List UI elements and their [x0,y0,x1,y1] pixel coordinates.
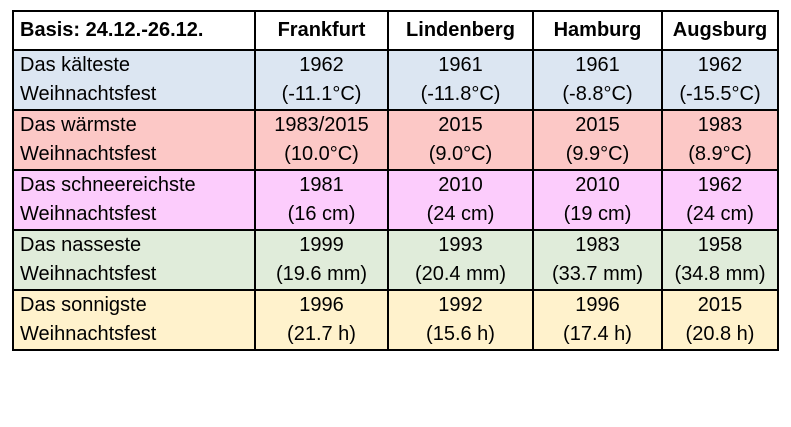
cell-frankfurt: 1981 (16 cm) [254,169,389,231]
row-sunniest: Das sonnigste Weihnachtsfest 1996 (21.7 … [12,289,779,351]
cell-value: (33.7 mm) [551,263,644,285]
row-label-line-1: Das sonnigste [20,294,147,316]
cell-year: 1962 [299,54,344,76]
cell-lindenberg: 1961 (-11.8°C) [387,49,534,111]
cell-augsburg: 1962 (24 cm) [661,169,779,231]
cell-hamburg: 1961 (-8.8°C) [532,49,663,111]
cell-value: (-11.8°C) [420,83,501,105]
cell-year: 1996 [575,294,620,316]
cell-value: (20.8 h) [685,323,755,345]
cell-hamburg: 1983 (33.7 mm) [532,229,663,291]
cell-augsburg: 1958 (34.8 mm) [661,229,779,291]
row-label-line-1: Das schneereichste [20,174,196,196]
cell-hamburg: 2015 (9.9°C) [532,109,663,171]
cell-year: 1981 [299,174,344,196]
cell-frankfurt: 1983/2015 (10.0°C) [254,109,389,171]
cell-lindenberg: 2015 (9.0°C) [387,109,534,171]
cell-value: (19.6 mm) [275,263,368,285]
cell-frankfurt: 1996 (21.7 h) [254,289,389,351]
cell-frankfurt: 1962 (-11.1°C) [254,49,389,111]
row-label-line-2: Weihnachtsfest [20,143,157,165]
cell-value: (-8.8°C) [562,83,633,105]
row-label: Das schneereichste Weihnachtsfest [12,169,256,231]
row-label-line-2: Weihnachtsfest [20,263,157,285]
cell-value: (10.0°C) [284,143,359,165]
cell-year: 1961 [575,54,620,76]
cell-value: (20.4 mm) [414,263,507,285]
row-label-line-2: Weihnachtsfest [20,323,157,345]
cell-lindenberg: 1992 (15.6 h) [387,289,534,351]
period-header: Basis: 24.12.-26.12. [12,10,256,51]
cell-year: 2015 [438,114,483,136]
cell-year: 1962 [697,54,743,76]
cell-value: (16 cm) [287,203,356,225]
cell-value: (21.7 h) [287,323,356,345]
cell-value: (15.6 h) [426,323,495,345]
row-label: Das kälteste Weihnachtsfest [12,49,256,111]
christmas-records-table: Basis: 24.12.-26.12. Frankfurt Lindenber… [12,10,779,351]
cell-value: (24 cm) [426,203,495,225]
cell-value: (24 cm) [686,203,754,225]
cell-frankfurt: 1999 (19.6 mm) [254,229,389,291]
row-label-line-2: Weihnachtsfest [20,83,157,105]
cell-lindenberg: 1993 (20.4 mm) [387,229,534,291]
cell-year: 2015 [697,294,743,316]
row-wettest: Das nasseste Weihnachtsfest 1999 (19.6 m… [12,229,779,291]
header-row: Basis: 24.12.-26.12. Frankfurt Lindenber… [12,10,779,51]
cell-year: 1961 [438,54,483,76]
row-snowiest: Das schneereichste Weihnachtsfest 1981 (… [12,169,779,231]
cell-value: (19 cm) [563,203,632,225]
cell-augsburg: 1962 (-15.5°C) [661,49,779,111]
column-header-augsburg: Augsburg [661,10,779,51]
cell-year: 1992 [438,294,483,316]
row-label-line-1: Das kälteste [20,54,131,76]
cell-year: 1993 [438,234,483,256]
column-header-frankfurt: Frankfurt [254,10,389,51]
cell-augsburg: 1983 (8.9°C) [661,109,779,171]
cell-year: 1962 [697,174,743,196]
row-label: Das nasseste Weihnachtsfest [12,229,256,291]
row-coldest: Das kälteste Weihnachtsfest 1962 (-11.1°… [12,49,779,111]
cell-hamburg: 2010 (19 cm) [532,169,663,231]
row-label-line-1: Das wärmste [20,114,137,136]
column-header-lindenberg: Lindenberg [387,10,534,51]
cell-value: (8.9°C) [688,143,752,165]
cell-value: (17.4 h) [563,323,632,345]
row-label-line-2: Weihnachtsfest [20,203,157,225]
cell-value: (9.9°C) [565,143,630,165]
cell-year: 2010 [575,174,620,196]
cell-value: (-15.5°C) [679,83,761,105]
cell-hamburg: 1996 (17.4 h) [532,289,663,351]
cell-year: 2015 [575,114,620,136]
cell-value: (-11.1°C) [281,83,362,105]
cell-year: 2010 [438,174,483,196]
cell-year: 1983 [575,234,620,256]
row-label: Das sonnigste Weihnachtsfest [12,289,256,351]
cell-year: 1996 [299,294,344,316]
cell-augsburg: 2015 (20.8 h) [661,289,779,351]
row-label-line-1: Das nasseste [20,234,142,256]
cell-year: 1958 [697,234,743,256]
cell-year: 1983/2015 [274,114,369,136]
cell-lindenberg: 2010 (24 cm) [387,169,534,231]
cell-value: (9.0°C) [428,143,493,165]
cell-year: 1983 [697,114,743,136]
column-header-hamburg: Hamburg [532,10,663,51]
row-label: Das wärmste Weihnachtsfest [12,109,256,171]
cell-value: (34.8 mm) [674,263,766,285]
cell-year: 1999 [299,234,344,256]
row-warmest: Das wärmste Weihnachtsfest 1983/2015 (10… [12,109,779,171]
